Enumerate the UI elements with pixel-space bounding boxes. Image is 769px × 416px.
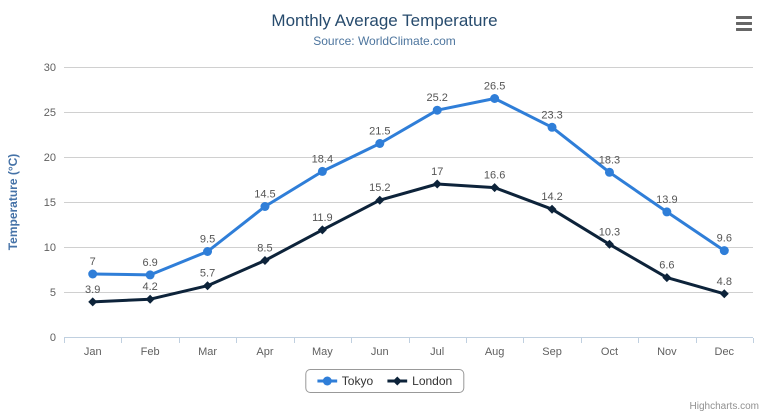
- marker-tokyo[interactable]: [203, 247, 213, 256]
- marker-tokyo[interactable]: [432, 105, 442, 115]
- marker-london[interactable]: [203, 281, 213, 291]
- chart-subtitle: Source: WorldClimate.com: [313, 34, 456, 48]
- legend-item-london[interactable]: London: [387, 374, 452, 388]
- marker-london[interactable]: [88, 297, 98, 307]
- legend-label-tokyo: Tokyo: [341, 374, 374, 388]
- data-label: 8.5: [257, 243, 272, 255]
- y-axis-label: 30: [44, 62, 56, 74]
- data-label: 4.8: [717, 276, 732, 288]
- data-label: 17: [431, 166, 443, 178]
- tokyo-series-marker-icon: [316, 375, 337, 387]
- data-label: 16.6: [484, 170, 505, 182]
- x-axis-label: Mar: [198, 346, 217, 358]
- data-label: 18.3: [599, 154, 620, 166]
- y-axis-label: 5: [50, 287, 56, 299]
- marker-tokyo[interactable]: [375, 139, 385, 148]
- marker-tokyo[interactable]: [145, 270, 155, 280]
- marker-tokyo[interactable]: [490, 94, 500, 103]
- data-label: 3.9: [85, 284, 100, 296]
- x-axis-label: Jun: [371, 346, 389, 358]
- data-label: 18.4: [312, 153, 333, 165]
- x-axis-label: Nov: [657, 346, 677, 358]
- hamburger-icon: [736, 22, 752, 25]
- legend-item-tokyo[interactable]: Tokyo: [316, 374, 374, 388]
- credits-link[interactable]: Highcharts.com: [689, 401, 759, 412]
- data-label: 14.2: [541, 191, 562, 203]
- x-axis-label: Jan: [84, 346, 102, 358]
- marker-london[interactable]: [490, 183, 500, 193]
- x-axis-label: Aug: [485, 346, 505, 358]
- hamburger-icon: [736, 28, 752, 31]
- x-axis-label: Apr: [256, 346, 273, 358]
- x-axis-label: Sep: [542, 346, 562, 358]
- legend-label-london: London: [412, 374, 453, 388]
- x-axis-label: May: [312, 346, 333, 358]
- data-label: 10.3: [599, 226, 620, 238]
- data-label: 13.9: [656, 194, 677, 206]
- marker-london[interactable]: [662, 273, 672, 283]
- data-label: 6.9: [142, 257, 157, 269]
- marker-london[interactable]: [547, 204, 557, 214]
- marker-london[interactable]: [317, 225, 327, 235]
- marker-tokyo[interactable]: [260, 202, 270, 211]
- data-label: 15.2: [369, 182, 390, 194]
- y-axis-title: Temperature (°C): [6, 154, 20, 251]
- chart-title: Monthly Average Temperature: [271, 11, 498, 30]
- data-label: 21.5: [369, 126, 390, 138]
- marker-london[interactable]: [604, 239, 614, 249]
- export-menu-button[interactable]: [736, 15, 754, 32]
- marker-london[interactable]: [145, 294, 155, 304]
- marker-london[interactable]: [260, 256, 270, 265]
- marker-tokyo[interactable]: [719, 246, 729, 256]
- data-label: 6.6: [659, 260, 674, 272]
- y-axis-label: 10: [44, 242, 56, 254]
- y-axis-label: 20: [44, 152, 56, 164]
- y-axis-label: 15: [44, 197, 56, 209]
- data-label: 25.2: [426, 92, 447, 104]
- london-series-marker-icon: [387, 375, 408, 387]
- series-line-tokyo[interactable]: [91, 97, 726, 277]
- marker-tokyo[interactable]: [604, 167, 614, 177]
- legend: Tokyo London: [304, 369, 465, 393]
- marker-tokyo[interactable]: [547, 122, 557, 132]
- marker-london[interactable]: [719, 289, 729, 299]
- marker-tokyo[interactable]: [662, 207, 672, 217]
- y-axis-label: 25: [44, 107, 56, 119]
- hamburger-icon: [736, 16, 752, 19]
- x-axis-label: Feb: [141, 346, 160, 358]
- data-label: 23.3: [541, 109, 562, 121]
- x-axis-label: Dec: [715, 346, 735, 358]
- data-label: 14.5: [254, 189, 275, 201]
- data-label: 9.6: [717, 233, 732, 245]
- data-label: 11.9: [312, 212, 333, 224]
- marker-tokyo[interactable]: [88, 269, 98, 279]
- data-label: 5.7: [200, 268, 215, 280]
- marker-tokyo[interactable]: [317, 166, 327, 176]
- marker-london[interactable]: [375, 195, 385, 205]
- x-axis-label: Oct: [601, 346, 618, 358]
- series-line-london[interactable]: [91, 182, 726, 304]
- x-axis-label: Jul: [430, 346, 444, 358]
- y-axis-label: 0: [50, 332, 56, 344]
- data-label: 4.2: [142, 281, 157, 293]
- data-label: 26.5: [484, 81, 505, 93]
- data-label: 7: [90, 256, 96, 268]
- marker-london[interactable]: [432, 179, 442, 189]
- data-label: 9.5: [200, 234, 215, 246]
